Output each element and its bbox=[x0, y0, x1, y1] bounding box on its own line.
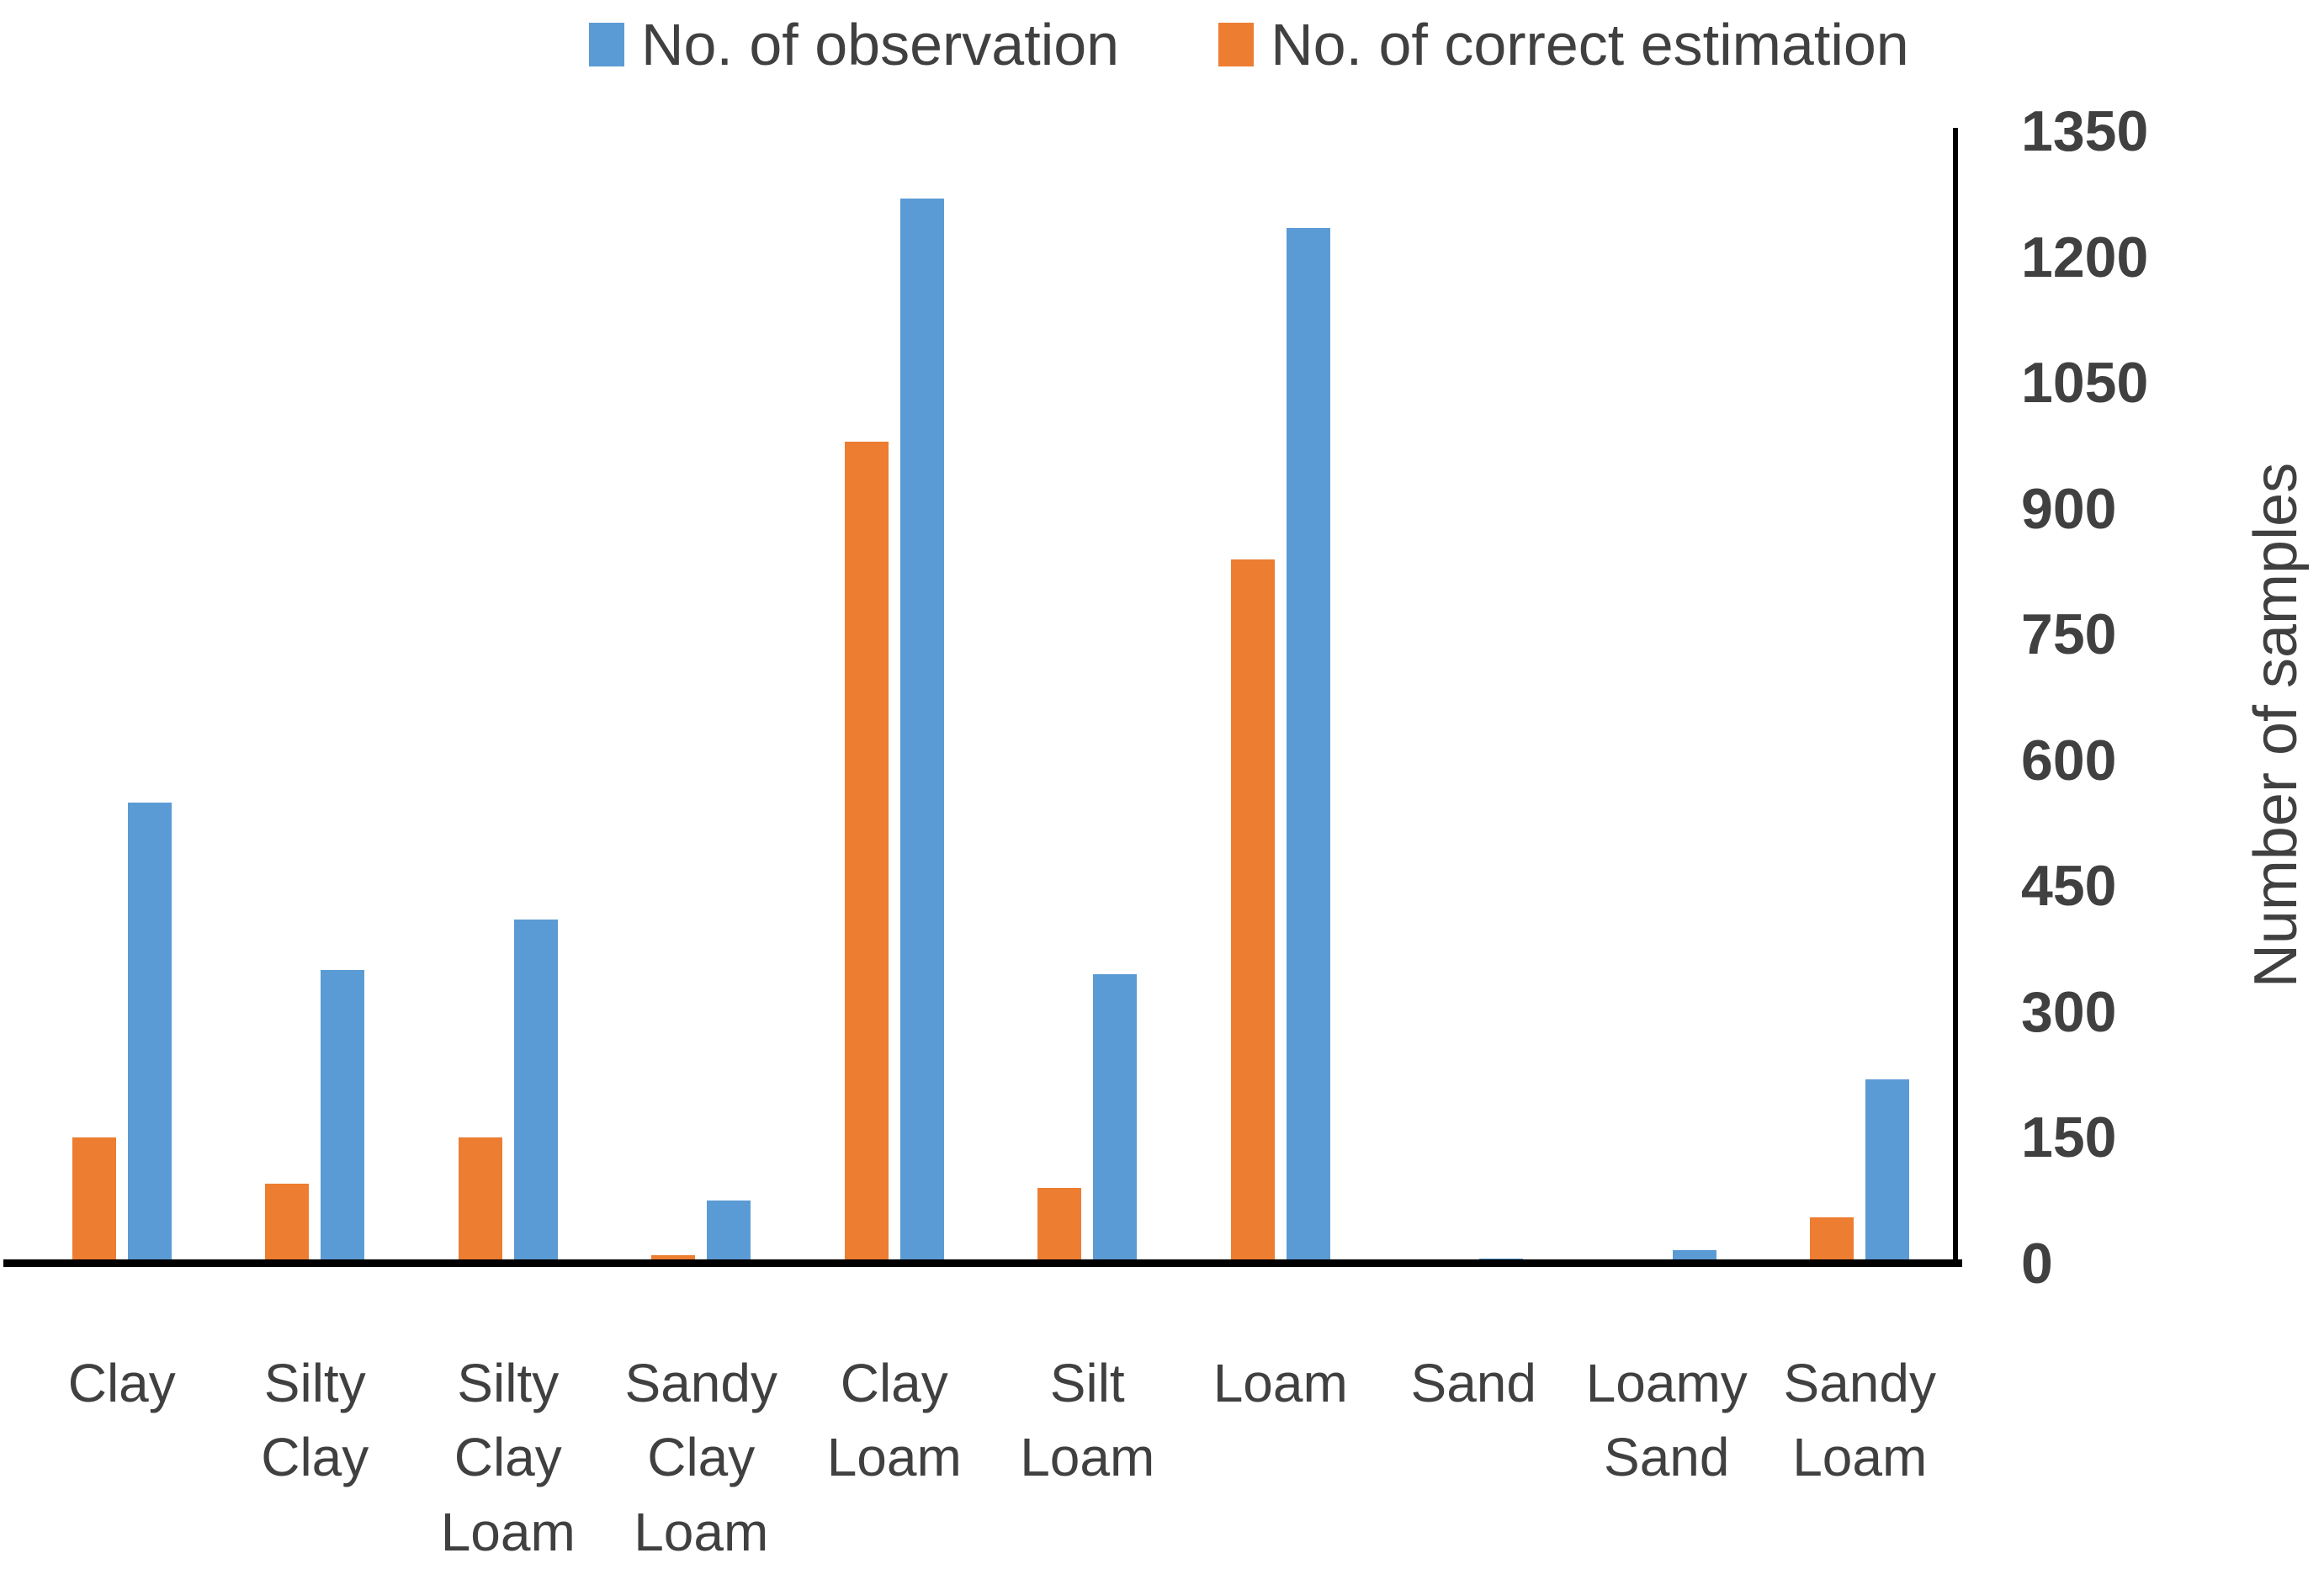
plot-area bbox=[25, 131, 1956, 1264]
bar-no-of-observation-silt-loam bbox=[1093, 974, 1138, 1264]
bar-no-of-observation-clay bbox=[127, 802, 172, 1264]
x-axis-label-loamy-sand: Loamy Sand bbox=[1585, 1353, 1748, 1488]
x-axis-label-silt-loam: Silt Loam bbox=[1020, 1353, 1155, 1488]
bar-no-of-observation-silty-clay-loam bbox=[513, 920, 558, 1264]
x-axis-label-clay: Clay bbox=[67, 1353, 176, 1413]
bar-no-of-correct-estimation-silty-clay bbox=[265, 1184, 310, 1264]
y-tick-label-750: 750 bbox=[2021, 602, 2117, 667]
bar-group-sandy-loam bbox=[1764, 131, 1957, 1264]
y-tick-label-1350: 1350 bbox=[2021, 99, 2149, 163]
y-tick-label-150: 150 bbox=[2021, 1105, 2117, 1170]
x-axis-label-silty-clay: Silty Clay bbox=[261, 1353, 369, 1488]
y-tick-label-600: 600 bbox=[2021, 728, 2117, 792]
bar-no-of-correct-estimation-silty-clay-loam bbox=[458, 1137, 502, 1264]
bar-no-of-observation-clay-loam bbox=[899, 198, 944, 1264]
y-axis-line bbox=[1953, 128, 1958, 1267]
y-tick-label-450: 450 bbox=[2021, 854, 2117, 919]
x-axis-label-sandy-clay-loam: Sandy Clay Loam bbox=[624, 1353, 777, 1562]
bar-group-loamy-sand bbox=[1570, 131, 1764, 1264]
legend-label: No. of observation bbox=[641, 12, 1120, 77]
legend-item-no-of-observation: No. of observation bbox=[589, 15, 1119, 74]
bar-no-of-observation-loam bbox=[1286, 227, 1330, 1264]
y-tick-label-900: 900 bbox=[2021, 476, 2117, 541]
y-tick-label-1050: 1050 bbox=[2021, 351, 2149, 416]
legend-swatch-no-of-correct-estimation-icon bbox=[1218, 23, 1255, 66]
x-axis-label-sand: Sand bbox=[1410, 1353, 1536, 1413]
bar-group-clay bbox=[25, 131, 219, 1264]
bar-no-of-correct-estimation-sandy-loam bbox=[1810, 1217, 1854, 1264]
bar-no-of-correct-estimation-loam bbox=[1230, 559, 1275, 1264]
bar-no-of-observation-sandy-loam bbox=[1865, 1079, 1910, 1264]
y-axis-title: Number of samples bbox=[2242, 462, 2310, 989]
x-axis-labels: Clay Silty Clay Silty Clay Loam Sandy Clay … bbox=[25, 1346, 1956, 1569]
y-axis-tick-labels: 0 150 300 450 600 750 900 1050 1200 1350 bbox=[2021, 103, 2274, 1292]
bar-no-of-observation-sandy-clay-loam bbox=[707, 1201, 751, 1264]
bar-group-silty-clay bbox=[219, 131, 412, 1264]
x-axis-label-clay-loam: Clay Loam bbox=[826, 1353, 962, 1488]
bar-no-of-correct-estimation-clay bbox=[72, 1137, 116, 1264]
x-axis-label-loam: Loam bbox=[1212, 1353, 1348, 1413]
legend-item-no-of-correct-estimation: No. of correct estimation bbox=[1218, 15, 1909, 74]
bar-group-sandy-clay-loam bbox=[605, 131, 799, 1264]
bar-group-silty-clay-loam bbox=[411, 131, 605, 1264]
x-axis-label-silty-clay-loam: Silty Clay Loam bbox=[440, 1353, 576, 1562]
bar-group-sand bbox=[1377, 131, 1571, 1264]
legend: No. of observation No. of correct estimat… bbox=[589, 15, 1909, 74]
bar-no-of-observation-silty-clay bbox=[321, 970, 365, 1264]
bar-group-clay-loam bbox=[798, 131, 991, 1264]
y-tick-label-300: 300 bbox=[2021, 979, 2117, 1044]
legend-swatch-no-of-observation-icon bbox=[589, 23, 624, 66]
bar-group-silt-loam bbox=[991, 131, 1185, 1264]
legend-label: No. of correct estimation bbox=[1271, 12, 1909, 77]
x-axis-label-sandy-loam: Sandy Loam bbox=[1783, 1353, 1936, 1488]
y-tick-label-0: 0 bbox=[2021, 1232, 2053, 1296]
bar-no-of-correct-estimation-clay-loam bbox=[844, 441, 889, 1264]
y-tick-label-1200: 1200 bbox=[2021, 225, 2149, 289]
bar-no-of-correct-estimation-silt-loam bbox=[1037, 1188, 1082, 1264]
x-axis-line bbox=[3, 1259, 1962, 1267]
bar-group-loam bbox=[1184, 131, 1377, 1264]
